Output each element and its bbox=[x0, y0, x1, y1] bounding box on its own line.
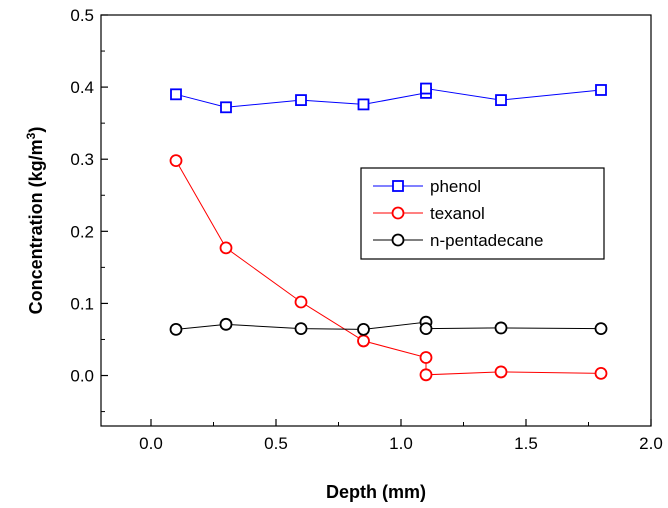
x-tick-label: 1.0 bbox=[389, 434, 413, 453]
x-axis-ticks: 0.0 0.5 1.0 1.5 2.0 bbox=[139, 419, 663, 453]
y-tick-label: 0.2 bbox=[70, 222, 94, 241]
y-tick-label: 0.4 bbox=[70, 78, 94, 97]
y-axis-ticks: 0.0 0.1 0.2 0.3 0.4 0.5 bbox=[70, 6, 108, 413]
phenol-point bbox=[357, 98, 370, 111]
n-pentadecane-point bbox=[219, 317, 233, 331]
n-pentadecane-point bbox=[494, 321, 508, 335]
texanol-point bbox=[594, 366, 608, 380]
texanol-point bbox=[219, 241, 233, 255]
texanol-point bbox=[494, 365, 508, 379]
series-markers bbox=[169, 82, 608, 382]
x-axis-title: Depth (mm) bbox=[326, 482, 426, 502]
phenol-point bbox=[420, 82, 432, 95]
y-axis-title-close: ) bbox=[26, 127, 46, 133]
x-tick-label: 0.5 bbox=[264, 434, 288, 453]
x-tick-label: 0.0 bbox=[139, 434, 163, 453]
texanol-point bbox=[169, 154, 183, 168]
x-tick-label: 1.5 bbox=[514, 434, 538, 453]
texanol-point bbox=[419, 368, 433, 382]
phenol-point bbox=[170, 88, 182, 101]
legend-texanol-marker bbox=[391, 206, 405, 220]
phenol-point bbox=[295, 94, 307, 106]
y-tick-label: 0.5 bbox=[70, 6, 94, 25]
x-tick-label: 2.0 bbox=[639, 434, 663, 453]
series-lines bbox=[175, 87, 602, 376]
plot-frame bbox=[100, 14, 652, 427]
legend-phenol-label: phenol bbox=[430, 177, 481, 196]
n-pentadecane-point bbox=[419, 322, 433, 336]
n-pentadecane-point bbox=[294, 322, 308, 336]
y-axis-title-main: Concentration (kg/m bbox=[26, 139, 46, 314]
texanol-line bbox=[175, 160, 602, 376]
y-axis-title: Concentration (kg/m3) bbox=[24, 127, 46, 315]
y-tick-label: 0.0 bbox=[70, 367, 94, 386]
n-pentadecane-point bbox=[169, 322, 183, 336]
n-pentadecane-point bbox=[594, 322, 608, 336]
phenol-point bbox=[595, 84, 607, 96]
y-axis-title-superscript: 3 bbox=[24, 132, 38, 139]
phenol-point bbox=[220, 101, 232, 114]
n-pentadecane-point bbox=[357, 322, 370, 336]
texanol-point bbox=[357, 334, 370, 348]
legend-texanol-label: texanol bbox=[430, 204, 485, 223]
texanol-point bbox=[419, 351, 433, 364]
legend-phenol-marker bbox=[392, 180, 404, 192]
phenol-point bbox=[495, 94, 507, 106]
y-tick-label: 0.1 bbox=[70, 294, 94, 313]
legend: phenol texanol n-pentadecane bbox=[360, 167, 605, 260]
legend-n-pentadecane-marker bbox=[391, 233, 405, 247]
y-tick-label: 0.3 bbox=[70, 150, 94, 169]
n-pentadecane-line bbox=[175, 321, 602, 330]
texanol-point bbox=[294, 295, 308, 309]
legend-n-pentadecane-label: n-pentadecane bbox=[430, 231, 543, 250]
phenol-line bbox=[175, 87, 602, 108]
